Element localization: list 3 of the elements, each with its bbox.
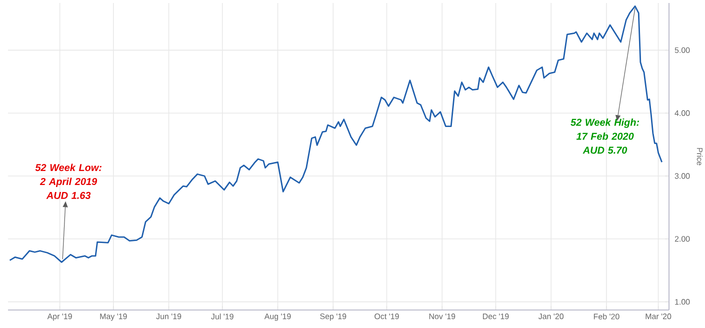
line-series [9,5,663,263]
annotation: 52 Week Low: 2 April 2019 AUD 1.63 [35,164,102,199]
annotation: 52 Week High: 17 Feb 2020 AUD 5.70 [570,118,640,154]
